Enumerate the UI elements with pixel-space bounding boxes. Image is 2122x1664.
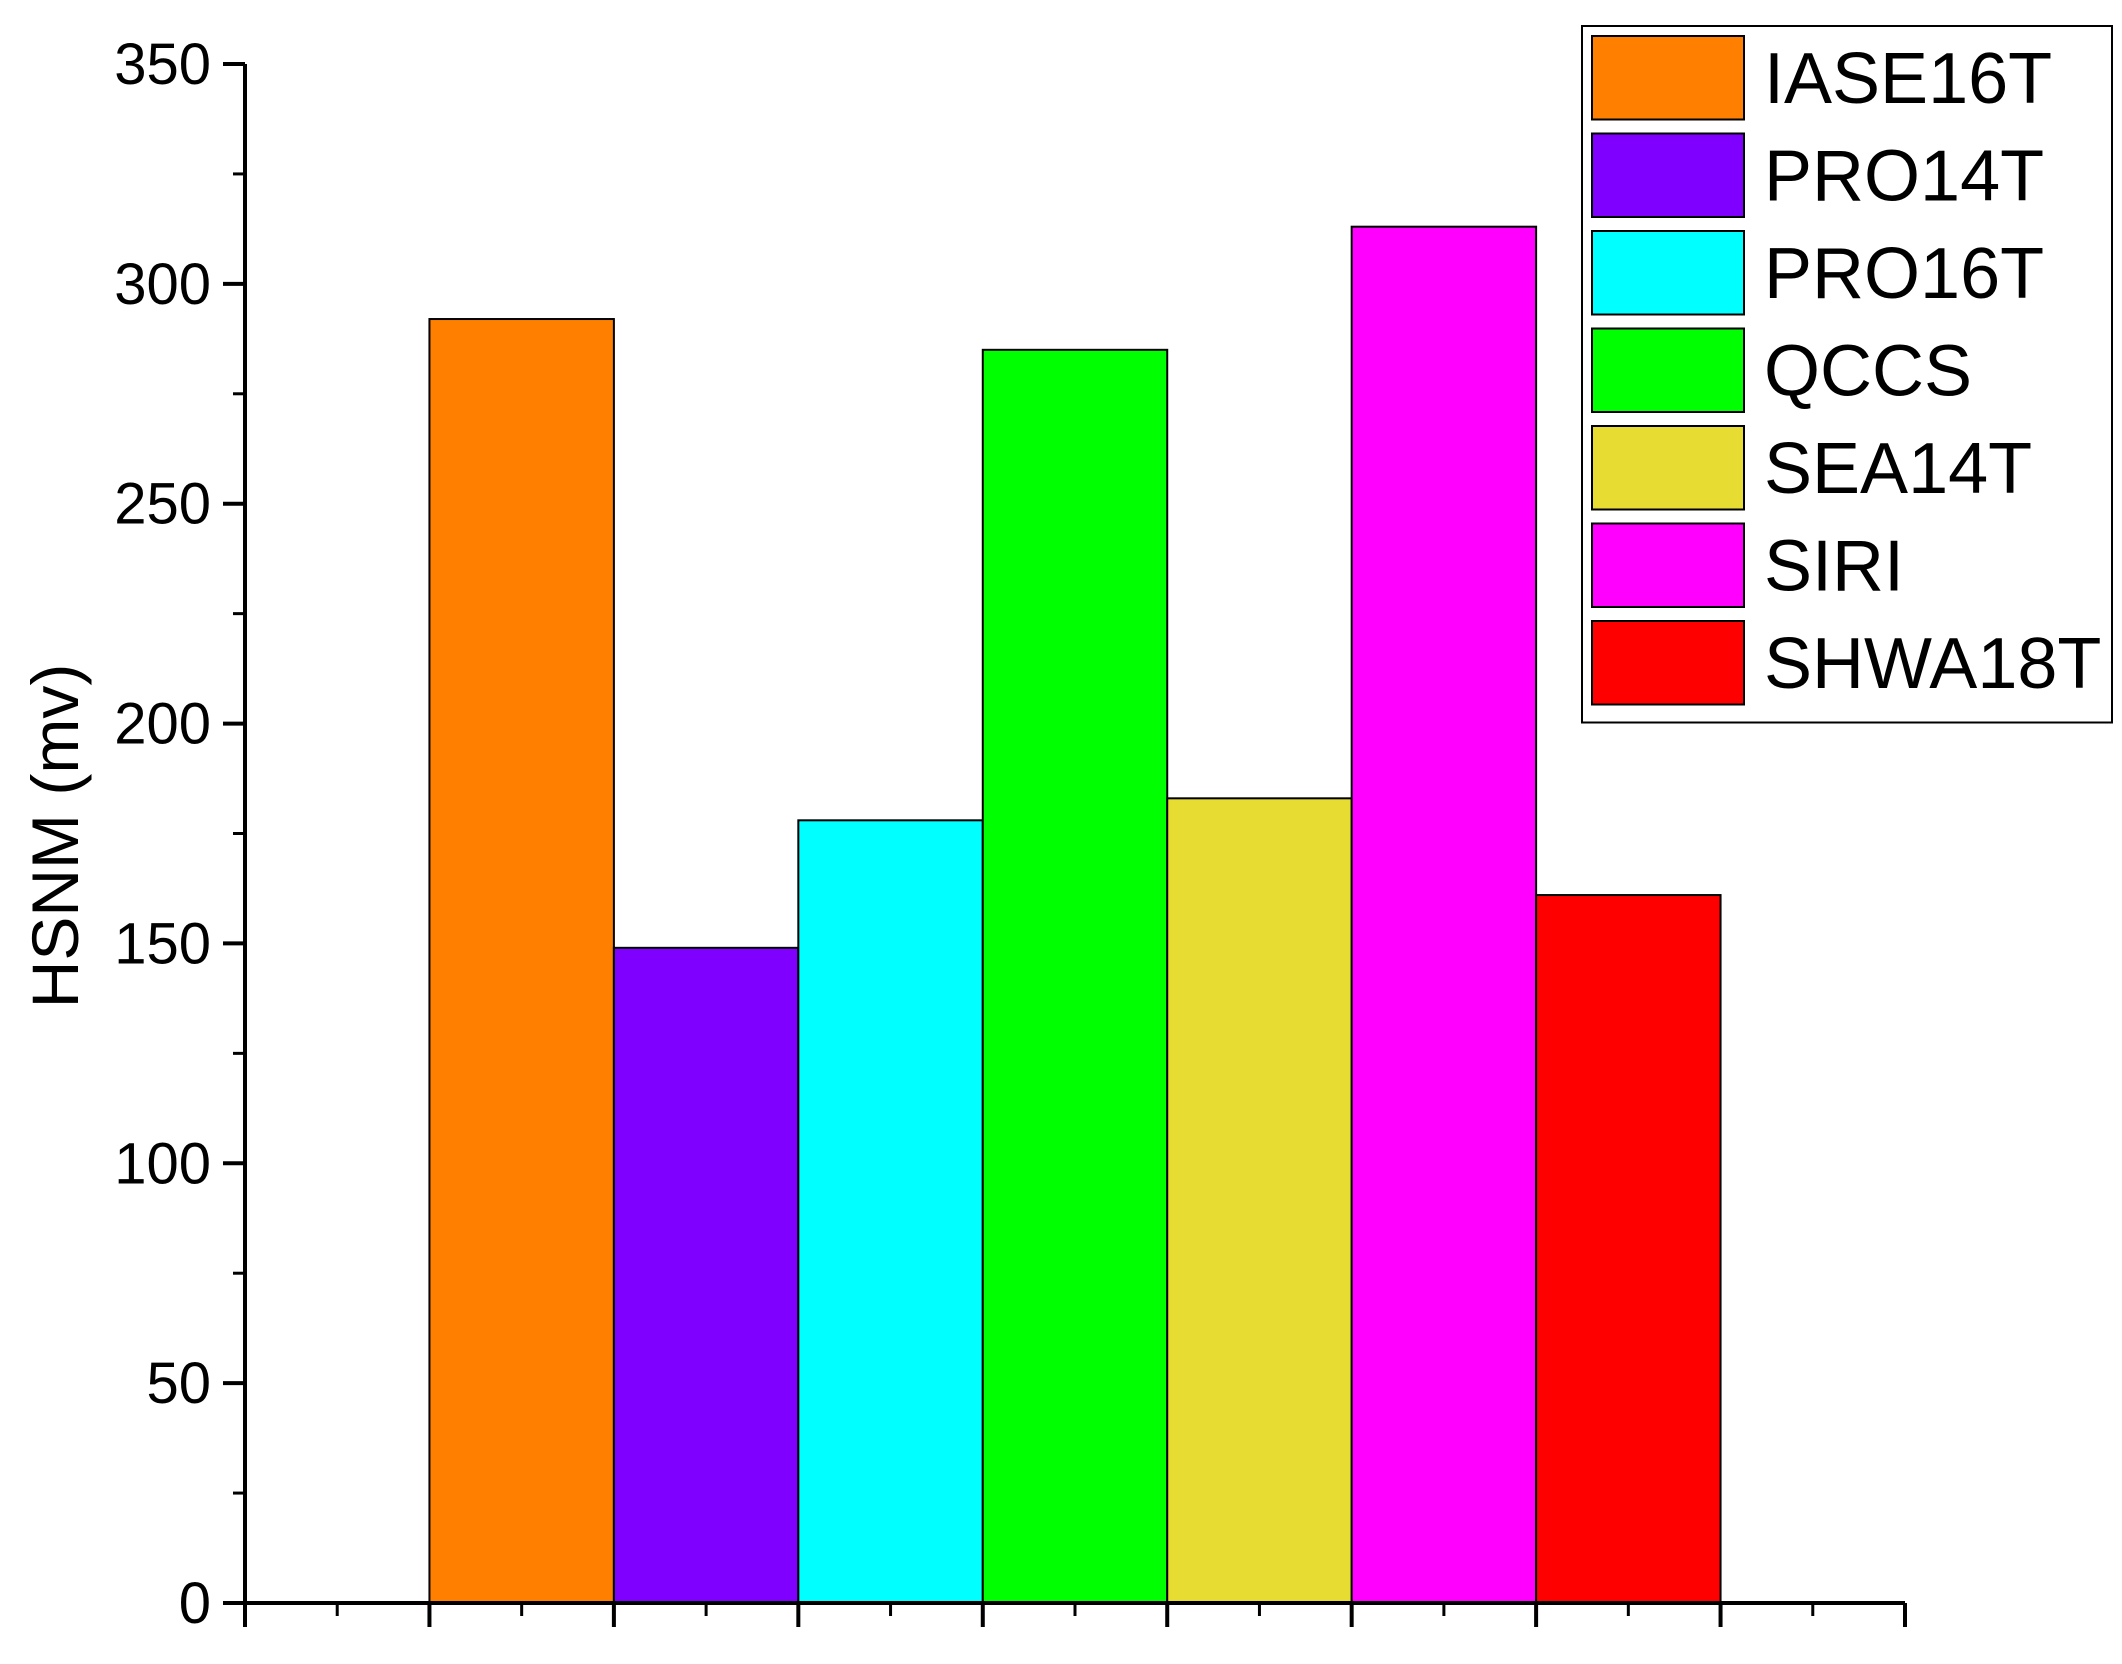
legend: IASE16T PRO14T PRO16T QCCS SEA14T SIRI SHWA18T: [1581, 25, 2113, 724]
y-tick-label: 100: [114, 1131, 211, 1196]
y-tick-label: 0: [179, 1571, 211, 1636]
legend-swatch-qccs: [1591, 327, 1745, 413]
bar-pro16t: [797, 819, 984, 1604]
axes-group: 0 50 100 150 200 250 300 350: [114, 32, 1907, 1636]
legend-label-sea14t: SEA14T: [1764, 429, 2032, 509]
legend-label-pro16t: PRO16T: [1764, 234, 2044, 314]
y-tick-label: 200: [114, 692, 211, 757]
legend-label-shwa18t: SHWA18T: [1764, 624, 2101, 704]
y-tick-label: 350: [114, 32, 211, 97]
y-axis-title: HSNM (mv): [18, 664, 92, 1009]
legend-label-pro14t: PRO14T: [1764, 137, 2044, 217]
legend-swatch-shwa18t: [1591, 620, 1745, 706]
y-tick-label: 150: [114, 911, 211, 976]
legend-label-iase16t: IASE16T: [1764, 39, 2052, 119]
bars-group: [428, 225, 1722, 1604]
bar-pro14t: [612, 946, 800, 1604]
legend-label-qccs: QCCS: [1764, 332, 1972, 412]
bar-qccs: [981, 348, 1169, 1604]
bar-shwa18t: [1535, 894, 1722, 1604]
legend-swatch-pro14t: [1591, 132, 1745, 218]
legend-swatch-sea14t: [1591, 425, 1745, 511]
bar-iase16t: [428, 318, 615, 1604]
bar-sea14t: [1166, 797, 1353, 1604]
legend-swatch-iase16t: [1591, 35, 1745, 121]
y-tick-label: 250: [114, 472, 211, 537]
y-tick-label: 50: [146, 1351, 211, 1416]
bar-siri: [1350, 225, 1538, 1604]
legend-swatch-siri: [1591, 522, 1745, 608]
y-tick-label: 300: [114, 252, 211, 317]
legend-swatch-pro16t: [1591, 230, 1745, 316]
legend-label-siri: SIRI: [1764, 527, 1904, 607]
